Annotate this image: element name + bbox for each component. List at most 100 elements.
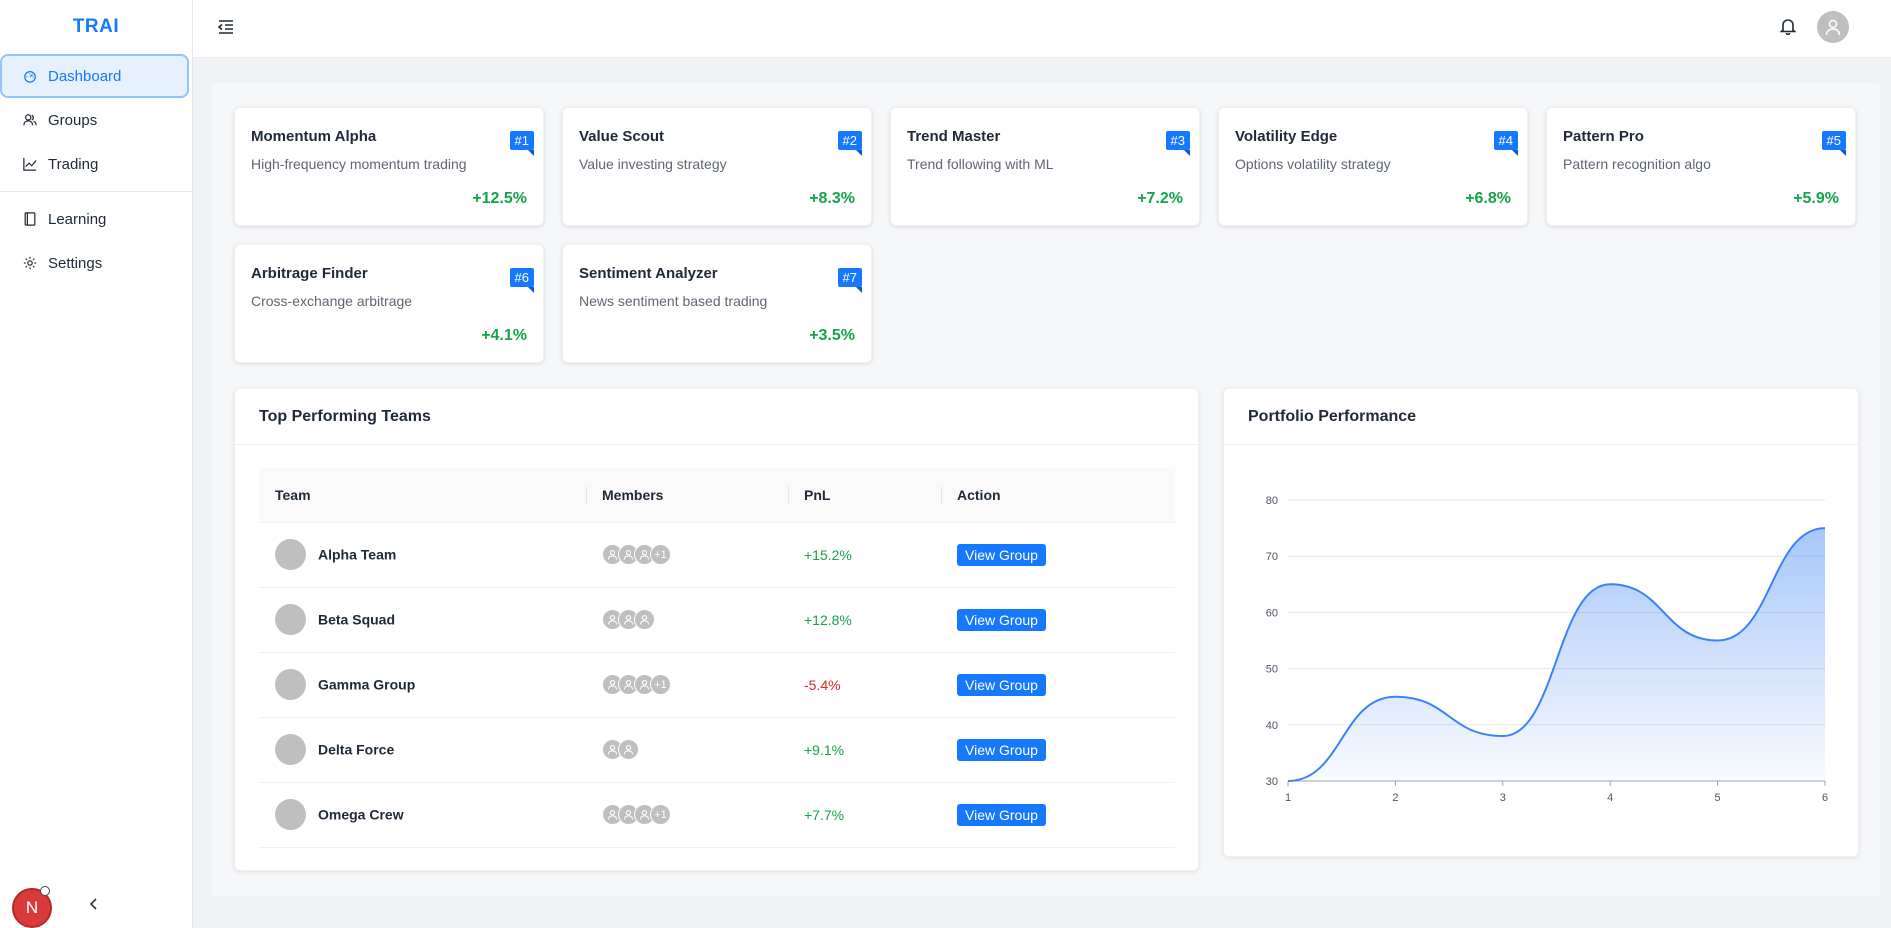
member-avatars (602, 609, 788, 630)
action-cell: View Group (941, 587, 1175, 653)
strategy-description: Cross-exchange arbitrage (251, 293, 413, 309)
team-cell: Omega Crew (259, 782, 586, 848)
trading-chart-icon (22, 156, 38, 172)
column-header-action: Action (941, 468, 1175, 523)
sidebar-item-dashboard[interactable]: Dashboard (0, 54, 189, 98)
top-header (193, 0, 1891, 58)
groups-icon (22, 112, 38, 128)
profile-avatar[interactable] (1817, 11, 1849, 43)
rank-badge: #4 (1493, 131, 1519, 156)
view-group-button[interactable]: View Group (957, 803, 1046, 826)
team-name: Alpha Team (318, 546, 397, 563)
strategy-return: +5.9% (1793, 190, 1839, 207)
strategy-title: Arbitrage Finder (251, 265, 368, 282)
table-row: Alpha Team +1 +15.2% View Group (259, 522, 1175, 588)
y-tick-label: 40 (1266, 720, 1278, 732)
sidebar-footer: N (0, 878, 193, 928)
members-cell (586, 587, 788, 653)
strategy-title: Pattern Pro (1563, 128, 1644, 145)
strategy-description: Pattern recognition algo (1563, 156, 1711, 172)
table-row: Beta Squad +12.8% View Group (259, 587, 1175, 653)
strategy-description: News sentiment based trading (579, 293, 768, 309)
y-tick-label: 70 (1266, 551, 1278, 563)
sidebar-item-label: Dashboard (48, 67, 122, 85)
strategy-return: +4.1% (481, 327, 527, 344)
pnl-value: -5.4% (788, 652, 941, 718)
member-avatar (634, 674, 655, 695)
team-avatar (275, 539, 306, 570)
action-cell: View Group (941, 782, 1175, 848)
strategy-card[interactable]: Trend Master Trend following with ML +7.2%… (890, 107, 1200, 226)
strategy-title: Trend Master (907, 128, 1001, 145)
strategy-return: +3.5% (809, 327, 855, 344)
strategy-card[interactable]: Pattern Pro Pattern recognition algo +5.9%… (1546, 107, 1856, 226)
portfolio-panel: Portfolio Performance 30 40 50 60 70 80 1 2 3 4 5 6 (1223, 388, 1859, 857)
sidebar-item-learning[interactable]: Learning (0, 197, 192, 241)
members-cell: +1 (586, 652, 788, 718)
action-cell: View Group (941, 652, 1175, 718)
x-tick-label: 1 (1285, 792, 1291, 804)
column-header-pnl: PnL (788, 468, 941, 523)
x-tick-label: 3 (1500, 792, 1506, 804)
pnl-value: +7.7% (788, 782, 941, 848)
sidebar-item-label: Learning (48, 210, 107, 228)
strategy-card[interactable]: Arbitrage Finder Cross-exchange arbitrage… (234, 244, 544, 363)
column-header-members: Members (586, 468, 788, 523)
portfolio-chart: 30 40 50 60 70 80 1 2 3 4 5 6 (1266, 495, 1828, 804)
strategy-card[interactable]: Sentiment Analyzer News sentiment based t… (562, 244, 872, 363)
bell-icon[interactable] (1779, 17, 1797, 36)
action-cell: View Group (941, 522, 1175, 588)
member-avatars: +1 (602, 804, 788, 825)
view-group-button[interactable]: View Group (957, 543, 1046, 566)
teams-table-body: Alpha Team +1 +15.2% View Group Beta Squad +1… (259, 522, 1175, 848)
sidebar-item-label: Trading (48, 155, 99, 173)
brand-logo[interactable]: TRAI (72, 16, 120, 37)
team-cell: Alpha Team (259, 522, 586, 588)
x-tick-label: 2 (1392, 792, 1398, 804)
sidebar-item-label: Groups (48, 111, 98, 129)
member-avatar (602, 609, 623, 630)
menu-fold-icon[interactable] (217, 18, 235, 36)
strategy-card[interactable]: Value Scout Value investing strategy +8.3%… (562, 107, 872, 226)
strategy-title: Sentiment Analyzer (579, 265, 718, 282)
rank-badge: #3 (1165, 131, 1191, 156)
strategy-title: Value Scout (579, 128, 665, 145)
sidebar-item-settings[interactable]: Settings (0, 241, 192, 285)
view-group-button[interactable]: View Group (957, 673, 1046, 696)
x-tick-label: 5 (1715, 792, 1721, 804)
strategy-description: Value investing strategy (579, 156, 727, 172)
team-cell: Delta Force (259, 717, 586, 783)
sidebar-item-trading[interactable]: Trading (0, 142, 192, 186)
team-avatar (275, 604, 306, 635)
gear-icon (22, 255, 38, 271)
rank-badge: #5 (1821, 131, 1847, 156)
strategy-description: Trend following with ML (907, 156, 1054, 172)
team-name: Delta Force (318, 741, 395, 758)
sidebar: TRAI Dashboard Groups Trading Learning S… (0, 0, 193, 928)
status-dot (40, 886, 50, 896)
y-tick-label: 60 (1266, 607, 1278, 619)
members-cell: +1 (586, 522, 788, 588)
strategy-card[interactable]: Momentum Alpha High-frequency momentum tr… (234, 107, 544, 226)
more-members-count: +1 (650, 804, 671, 825)
view-group-button[interactable]: View Group (957, 738, 1046, 761)
team-avatar (275, 799, 306, 830)
team-avatar (275, 669, 306, 700)
table-row: Gamma Group +1 -5.4% View Group (259, 652, 1175, 718)
user-icon (1825, 19, 1841, 36)
sidebar-item-label: Settings (48, 254, 103, 272)
member-avatar (634, 609, 655, 630)
sidebar-item-groups[interactable]: Groups (0, 98, 192, 142)
y-tick-label: 30 (1266, 776, 1278, 788)
strategy-description: Options volatility strategy (1235, 156, 1391, 172)
strategy-card[interactable]: Volatility Edge Options volatility strate… (1218, 107, 1528, 226)
pnl-value: +9.1% (788, 717, 941, 783)
pnl-value: +15.2% (788, 522, 941, 588)
book-icon (22, 211, 38, 227)
view-group-button[interactable]: View Group (957, 608, 1046, 631)
table-row: Omega Crew +1 +7.7% View Group (259, 782, 1175, 848)
collapse-sidebar-icon[interactable] (86, 896, 102, 912)
strategy-return: +12.5% (472, 190, 527, 207)
team-name: Beta Squad (318, 611, 396, 628)
teams-table: Team Members PnL Action Alpha Team +1 +15.… (259, 468, 1175, 848)
